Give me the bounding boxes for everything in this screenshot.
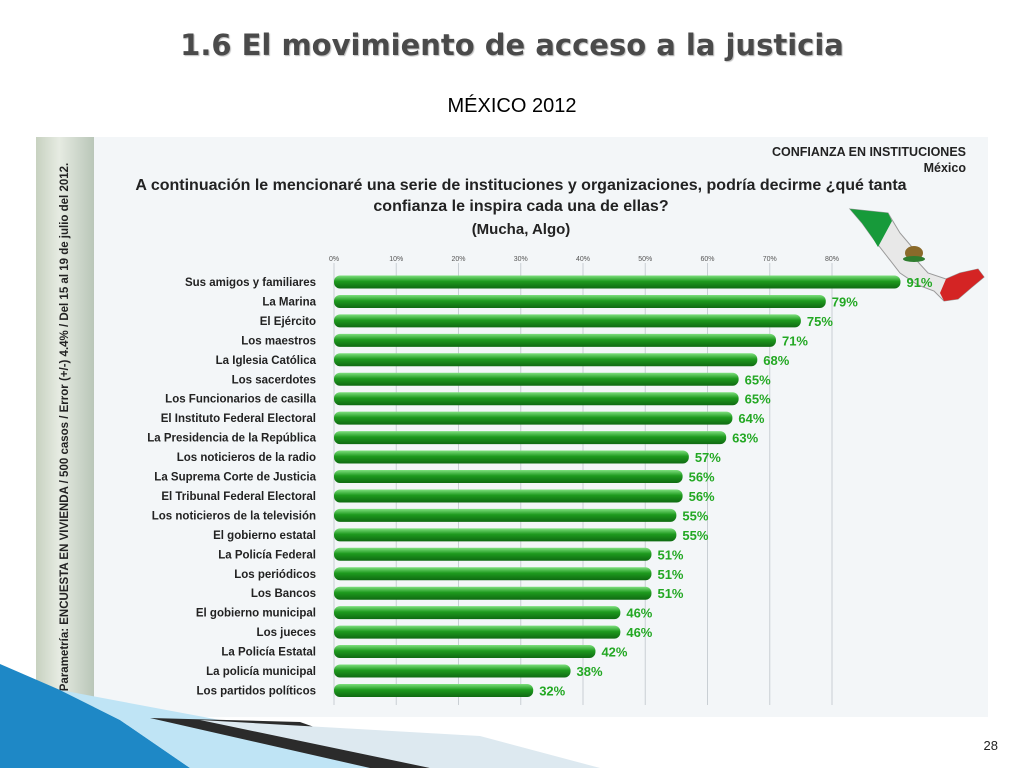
bar (334, 664, 571, 678)
x-tick-label: 80% (825, 256, 839, 263)
category-label: Los partidos políticos (197, 685, 316, 697)
x-tick-label: 10% (389, 256, 403, 263)
bar (334, 372, 739, 386)
value-label: 46% (626, 625, 652, 640)
category-label: La policía municipal (206, 666, 316, 678)
bar (334, 470, 683, 483)
chart-panel: Parametría: ENCUESTA EN VIVIENDA / 500 c… (36, 137, 988, 717)
side-strip: Parametría: ENCUESTA EN VIVIENDA / 500 c… (36, 137, 94, 717)
category-label: La Marina (262, 296, 316, 308)
category-label: La Presidencia de la República (147, 433, 316, 445)
x-tick-label: 70% (763, 256, 777, 263)
value-label: 51% (657, 586, 683, 601)
value-label: 57% (695, 450, 721, 465)
bar (334, 450, 689, 464)
value-label: 56% (689, 470, 715, 485)
value-label: 63% (732, 431, 758, 446)
mexico-flag-map-icon (848, 208, 985, 302)
bar (334, 294, 826, 308)
value-label: 55% (682, 528, 708, 543)
x-tick-label: 50% (638, 256, 652, 263)
brand-title: CONFIANZA EN INSTITUCIONES (772, 145, 966, 159)
category-label: La Iglesia Católica (216, 355, 317, 367)
bar (334, 333, 776, 347)
bar (334, 645, 596, 659)
value-label: 75% (807, 314, 833, 329)
value-label: 56% (689, 489, 715, 504)
category-label: El gobierno municipal (196, 608, 316, 620)
value-label: 46% (626, 606, 652, 621)
value-label: 38% (577, 664, 603, 679)
value-label: 55% (682, 508, 708, 523)
x-tick-label: 60% (700, 256, 714, 263)
bar (334, 353, 758, 367)
x-tick-label: 20% (451, 256, 465, 263)
category-label: Los sacerdotes (232, 374, 316, 386)
value-label: 64% (738, 411, 764, 426)
corner-decoration (0, 664, 600, 768)
bar (334, 586, 652, 600)
brand-subtitle: México (923, 161, 966, 175)
slide-title: 1.6 El movimiento de acceso a la justici… (180, 28, 844, 62)
category-label: Los noticieros de la radio (177, 452, 316, 464)
survey-options: (Mucha, Algo) (471, 221, 571, 238)
bar (334, 392, 739, 406)
value-label: 91% (906, 275, 932, 290)
category-label: El Tribunal Federal Electoral (161, 491, 316, 503)
value-label: 65% (745, 392, 771, 407)
bar (334, 508, 677, 522)
category-label: Los Bancos (251, 588, 316, 600)
value-label: 71% (782, 333, 808, 348)
value-label: 79% (832, 294, 858, 309)
bar (334, 275, 901, 289)
value-label: 51% (657, 547, 683, 562)
bar (334, 547, 652, 561)
category-label: El gobierno estatal (213, 530, 316, 542)
bar (334, 625, 621, 639)
value-label: 68% (763, 353, 789, 368)
category-label: La Policía Estatal (221, 647, 316, 659)
category-label: Sus amigos y familiares (185, 277, 316, 289)
x-tick-label: 0% (329, 256, 339, 263)
category-label: La Policía Federal (218, 549, 316, 561)
category-label: El Ejército (260, 316, 316, 328)
slide-number: 28 (983, 738, 998, 753)
x-tick-label: 30% (514, 256, 528, 263)
bar (334, 606, 621, 620)
bar (334, 567, 652, 581)
category-label: La Suprema Corte de Justicia (154, 472, 316, 484)
value-label: 42% (601, 645, 627, 660)
value-label: 32% (539, 683, 565, 698)
value-label: 51% (657, 567, 683, 582)
bar (334, 314, 801, 328)
category-label: Los Funcionarios de casilla (165, 394, 316, 406)
bar-chart: 0% 10% 20% 30% 40% 50% 60% 70% 80% Sus amigos y f… (147, 256, 933, 705)
x-tick-label: 40% (576, 256, 590, 263)
category-label: El Instituto Federal Electoral (161, 413, 316, 425)
bar (334, 431, 727, 445)
category-label: Los noticieros de la televisión (152, 510, 316, 522)
bar (334, 489, 683, 503)
bar (334, 683, 534, 697)
category-label: Los maestros (241, 335, 316, 347)
survey-question: A continuación le mencionaré una serie d… (135, 177, 907, 215)
category-label: Los jueces (257, 627, 316, 639)
bar (334, 528, 677, 542)
value-label: 65% (745, 372, 771, 387)
slide-subtitle: MÉXICO 2012 (447, 95, 577, 117)
category-label: Los periódicos (234, 569, 316, 581)
bar (334, 411, 733, 425)
